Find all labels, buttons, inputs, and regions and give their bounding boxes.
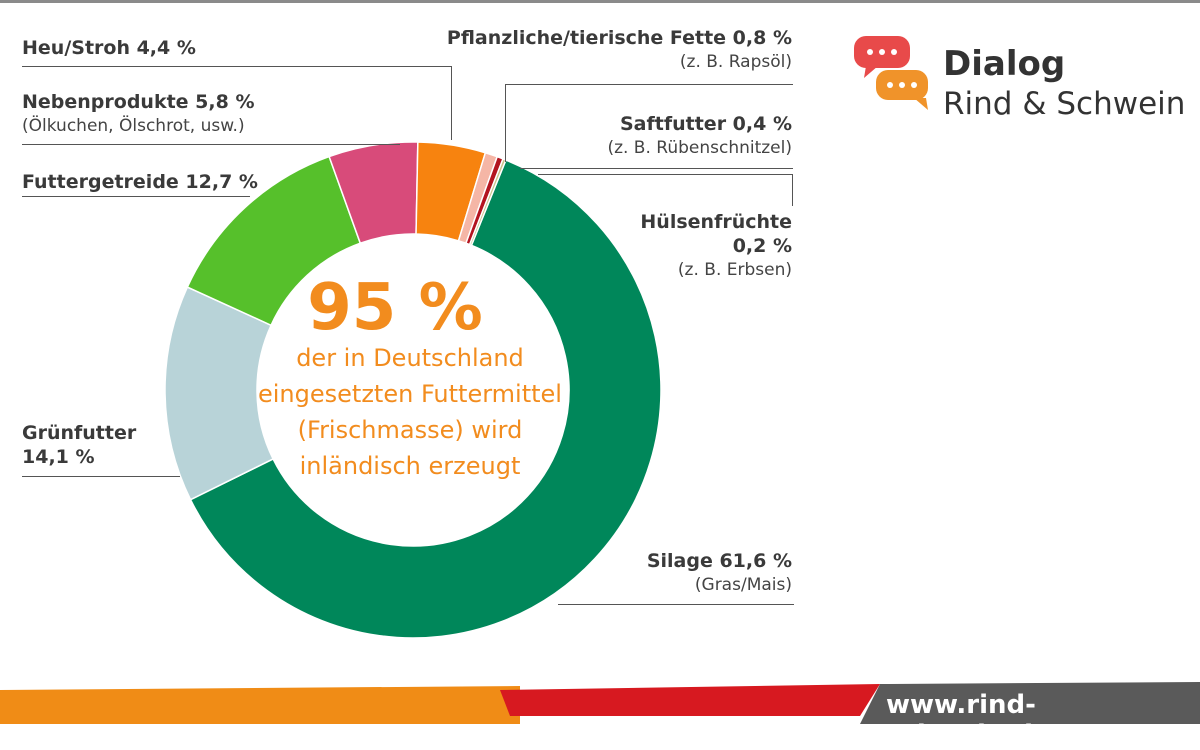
label-saft-sub: (z. B. Rübenschnitzel) bbox=[607, 138, 792, 158]
donut-chart bbox=[164, 141, 662, 639]
leader-line bbox=[505, 84, 793, 85]
center-line: inländisch erzeugt bbox=[299, 452, 521, 480]
slice-silage bbox=[189, 159, 662, 639]
logo-title: Dialog bbox=[943, 44, 1066, 84]
label-gruen: Grünfutter 14,1 % bbox=[22, 421, 152, 469]
leader-line bbox=[505, 84, 506, 162]
footer-url: www.rind-schwein.de bbox=[886, 690, 1051, 750]
leader-line bbox=[22, 196, 250, 197]
center-line: der in Deutschland bbox=[296, 344, 524, 372]
center-caption: der in Deutschland eingesetzten Futtermi… bbox=[240, 340, 580, 484]
center-line: eingesetzten Futtermittel bbox=[258, 380, 562, 408]
center-value: 95 % bbox=[307, 271, 483, 345]
slice-huelsen bbox=[468, 157, 507, 247]
label-fette: Pflanzliche/tierische Fette 0,8 % (z. B.… bbox=[447, 26, 792, 74]
logo-subtitle: Rind & Schwein bbox=[943, 86, 1186, 122]
label-neben-title: Nebenprodukte 5,8 % bbox=[22, 91, 255, 113]
label-neben-sub: (Ölkuchen, Ölschrot, usw.) bbox=[22, 116, 245, 136]
leader-line bbox=[538, 174, 792, 175]
label-gruen-title: Grünfutter 14,1 % bbox=[22, 422, 137, 468]
label-huelsen-title: Hülsenfrüchte bbox=[640, 211, 792, 233]
leader-line bbox=[520, 168, 793, 169]
leader-line bbox=[22, 476, 180, 477]
bubble-red bbox=[854, 36, 910, 78]
label-huelsen-sub: (z. B. Erbsen) bbox=[677, 260, 792, 280]
leader-line bbox=[22, 144, 400, 145]
bubble-orange bbox=[876, 70, 928, 110]
center-line: (Frischmasse) wird bbox=[297, 416, 523, 444]
leader-line bbox=[22, 66, 452, 67]
leader-line bbox=[558, 604, 794, 605]
footer-band bbox=[0, 682, 1200, 724]
speech-bubbles-icon bbox=[854, 36, 928, 110]
label-fette-title: Pflanzliche/tierische Fette 0,8 % bbox=[446, 27, 792, 49]
leader-line bbox=[451, 66, 452, 140]
label-getreide: Futtergetreide 12,7 % bbox=[22, 170, 258, 194]
label-getreide-title: Futtergetreide 12,7 % bbox=[22, 171, 258, 193]
label-saft: Saftfutter 0,4 % (z. B. Rübenschnitzel) bbox=[607, 112, 792, 160]
label-silage: Silage 61,6 % (Gras/Mais) bbox=[647, 549, 792, 597]
label-neben: Nebenprodukte 5,8 % (Ölkuchen, Ölschrot,… bbox=[22, 90, 254, 138]
label-huelsen-value: 0,2 % bbox=[732, 235, 792, 257]
label-silage-title: Silage 61,6 % bbox=[646, 550, 792, 572]
leader-line bbox=[792, 174, 793, 206]
label-heu-title: Heu/Stroh 4,4 % bbox=[22, 37, 196, 59]
footer-dark-stripe bbox=[860, 682, 1200, 724]
label-huelsen: Hülsenfrüchte 0,2 % (z. B. Erbsen) bbox=[640, 210, 792, 282]
label-saft-title: Saftfutter 0,4 % bbox=[620, 113, 792, 135]
label-fette-sub: (z. B. Rapsöl) bbox=[679, 52, 792, 72]
footer-red-stripe bbox=[500, 684, 880, 716]
label-heu: Heu/Stroh 4,4 % bbox=[22, 36, 196, 60]
footer-orange-stripe bbox=[0, 686, 520, 724]
top-rule bbox=[0, 0, 1200, 3]
label-silage-sub: (Gras/Mais) bbox=[694, 575, 792, 595]
